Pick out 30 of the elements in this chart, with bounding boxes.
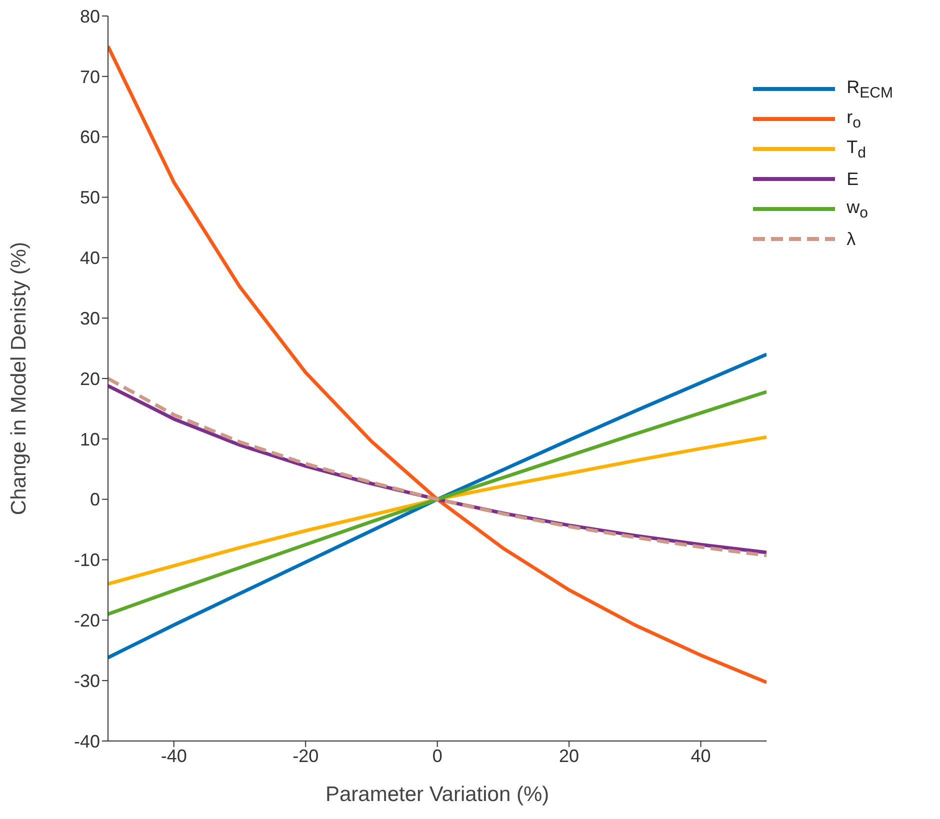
y-axis-title: Change in Model Denisty (%) [7, 242, 30, 516]
legend-label: R$_{ECM}$ [846, 76, 893, 102]
x-tick-label: 20 [559, 746, 580, 766]
legend-label: λ [846, 228, 856, 250]
legend-label: T$_{d}$ [846, 136, 866, 162]
y-tick-label: 60 [80, 127, 100, 148]
legend-label: r$_{o}$ [846, 106, 861, 132]
line-series [108, 44, 767, 684]
y-tick-label: 20 [80, 368, 100, 389]
x-tick-label: -40 [160, 746, 187, 766]
y-tick-label: 40 [80, 248, 100, 268]
y-tick-label: 10 [80, 429, 100, 450]
x-tick-label: 40 [690, 746, 711, 766]
line-series [108, 352, 767, 660]
x-tick-label: -20 [292, 746, 319, 766]
y-tick-label: 30 [80, 308, 100, 328]
y-tick-label: -10 [74, 550, 100, 570]
y-tick-label: 50 [80, 188, 100, 208]
x-tick-label: 0 [432, 746, 442, 766]
y-tick-label: 0 [90, 490, 100, 510]
line-series [108, 390, 767, 616]
legend-label: E [846, 168, 859, 190]
y-tick-label: 80 [80, 6, 100, 26]
line-series [108, 435, 767, 586]
legend-label: w$_{o}$ [846, 196, 868, 222]
y-tick-label: 70 [80, 66, 100, 87]
y-tick-label: -30 [74, 670, 100, 691]
x-axis-title: Parameter Variation (%) [325, 783, 550, 806]
y-tick-label: -20 [74, 610, 100, 631]
y-tick-label: -40 [74, 731, 100, 752]
